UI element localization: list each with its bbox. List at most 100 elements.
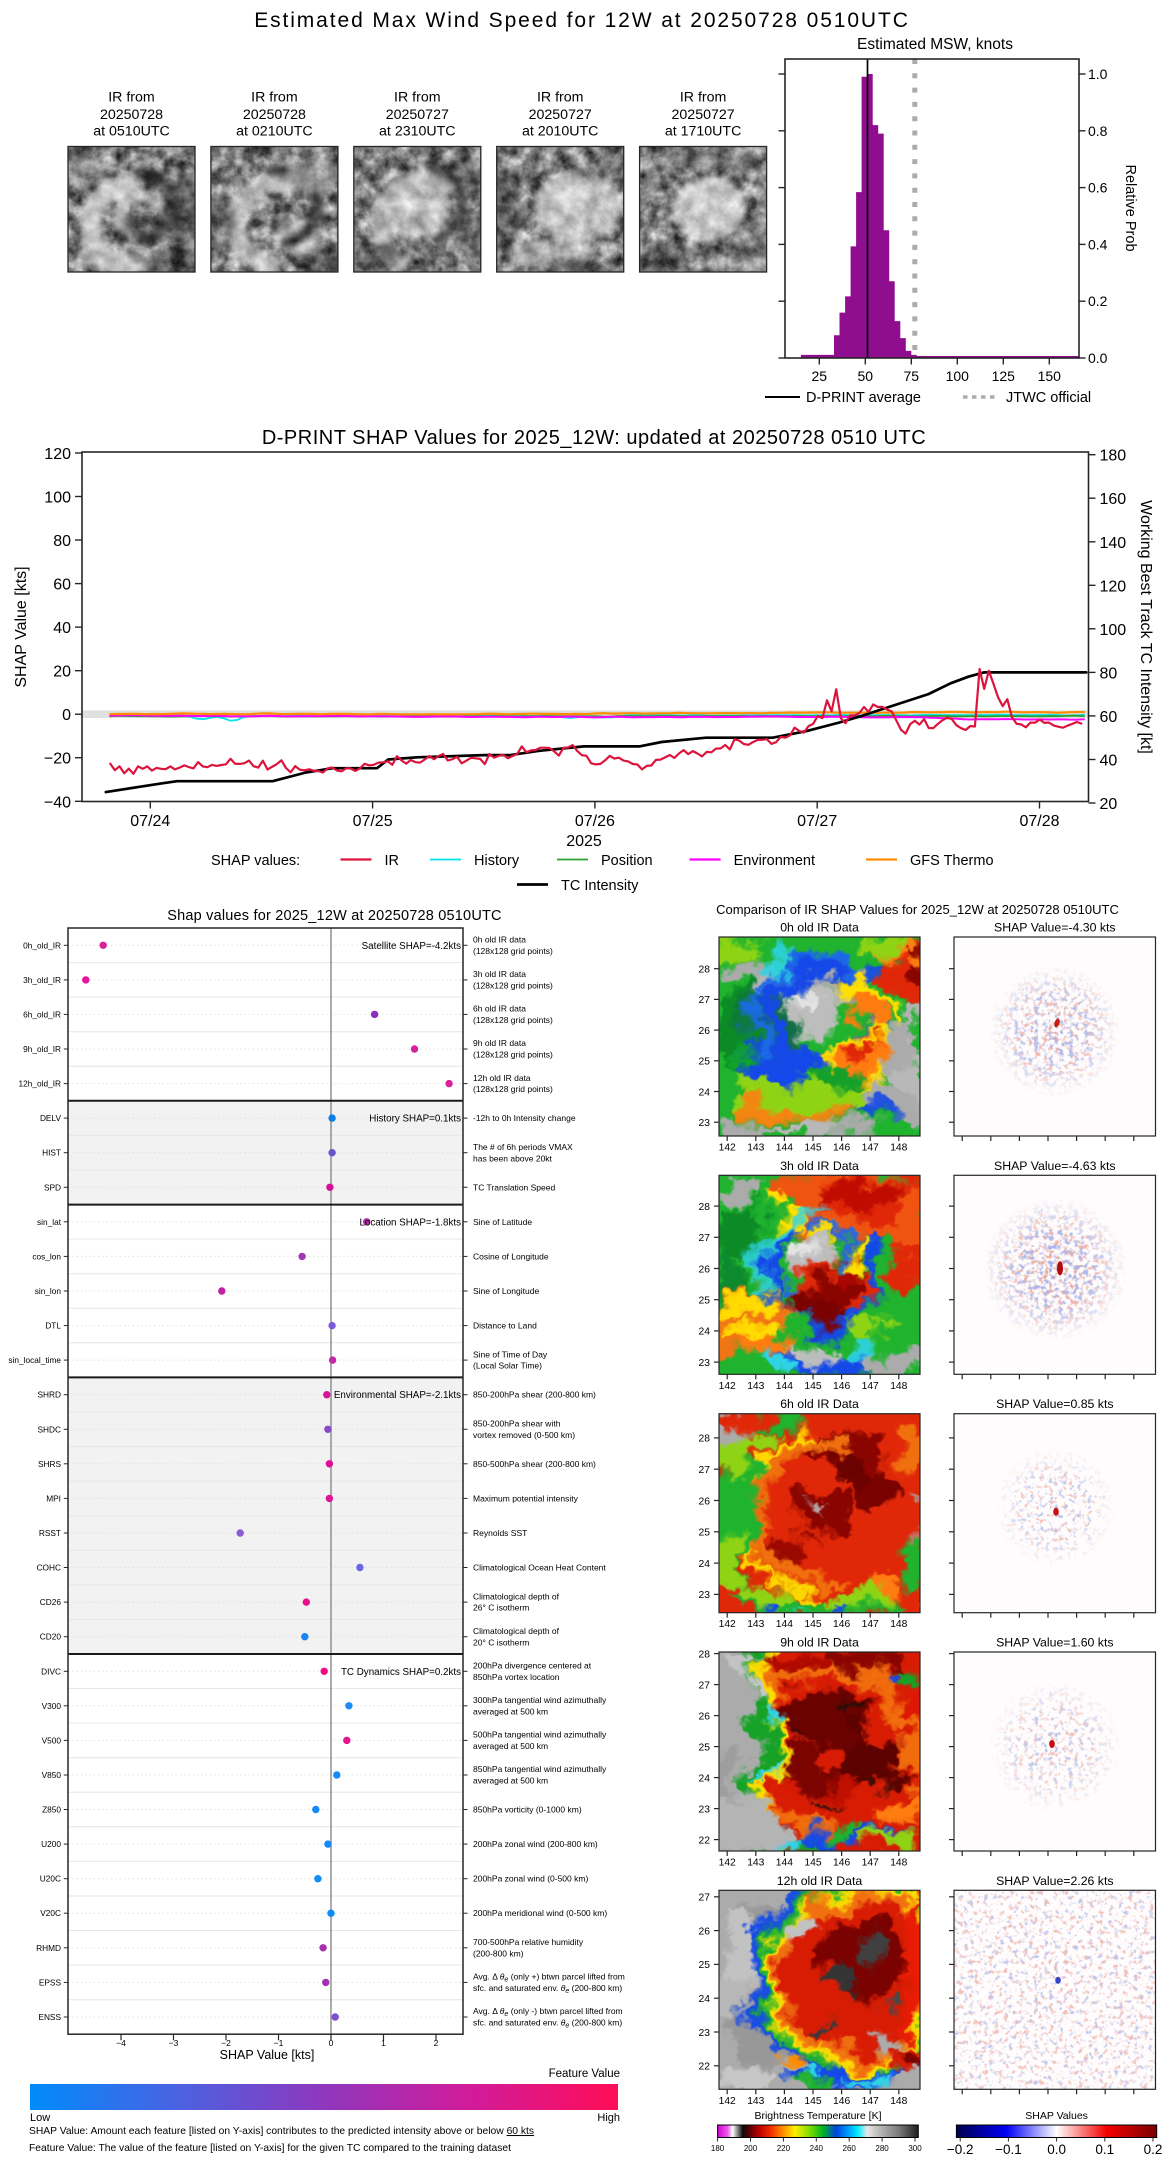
svg-text:EPSS: EPSS: [39, 1977, 62, 1987]
svg-text:148: 148: [890, 1381, 907, 1392]
svg-text:IR from: IR from: [537, 90, 584, 106]
svg-text:-12h to 0h Intensity change: -12h to 0h Intensity change: [473, 1113, 576, 1123]
svg-text:300: 300: [908, 2144, 922, 2153]
svg-text:26: 26: [699, 1496, 711, 1507]
svg-text:JTWC official: JTWC official: [1006, 390, 1091, 406]
svg-text:SHAP Value=-4.30 kts: SHAP Value=-4.30 kts: [994, 921, 1116, 935]
svg-text:V500: V500: [42, 1735, 62, 1745]
svg-text:200hPa zonal wind (0-500 km): 200hPa zonal wind (0-500 km): [473, 1874, 588, 1884]
svg-text:9h old IR data: 9h old IR data: [473, 1038, 526, 1048]
svg-text:07/24: 07/24: [130, 813, 170, 830]
svg-text:1.0: 1.0: [1088, 66, 1108, 82]
svg-text:CD20: CD20: [40, 1632, 62, 1642]
svg-text:240: 240: [810, 2144, 824, 2153]
svg-text:at 1710UTC: at 1710UTC: [665, 124, 742, 140]
svg-text:Maximum potential intensity: Maximum potential intensity: [473, 1493, 579, 1503]
svg-text:146: 146: [833, 1858, 850, 1869]
svg-text:Shap values for 2025_12W at 20: Shap values for 2025_12W at 20250728 051…: [167, 908, 501, 924]
svg-text:125: 125: [992, 368, 1016, 384]
svg-text:COHC: COHC: [37, 1563, 61, 1573]
svg-text:Z850: Z850: [42, 1805, 61, 1815]
svg-text:2: 2: [434, 2038, 439, 2048]
svg-text:40: 40: [53, 620, 71, 637]
svg-text:V300: V300: [42, 1701, 62, 1711]
svg-text:at 2310UTC: at 2310UTC: [379, 124, 456, 140]
svg-text:−0.1: −0.1: [995, 2142, 1022, 2157]
svg-text:RHMD: RHMD: [36, 1943, 61, 1953]
svg-text:07/25: 07/25: [353, 813, 393, 830]
svg-text:Location SHAP=-1.8kts: Location SHAP=-1.8kts: [359, 1217, 461, 1228]
svg-text:23: 23: [699, 1590, 711, 1601]
svg-text:D-PRINT average: D-PRINT average: [806, 390, 921, 406]
svg-text:160: 160: [1100, 491, 1127, 508]
svg-text:148: 148: [890, 1619, 907, 1630]
svg-text:25: 25: [699, 1960, 711, 1971]
svg-text:Environment: Environment: [734, 853, 815, 869]
svg-text:IR: IR: [385, 853, 400, 869]
svg-text:145: 145: [804, 1381, 821, 1392]
svg-text:180: 180: [711, 2144, 725, 2153]
svg-text:0.0: 0.0: [1047, 2142, 1066, 2157]
svg-text:Low: Low: [30, 2112, 50, 2124]
svg-text:147: 147: [862, 2096, 879, 2107]
svg-text:144: 144: [776, 1143, 793, 1154]
svg-text:24: 24: [699, 1773, 711, 1784]
svg-text:Feature Value: The value of th: Feature Value: The value of the feature …: [29, 2143, 511, 2154]
svg-text:DELV: DELV: [40, 1113, 62, 1123]
svg-text:143: 143: [747, 1858, 764, 1869]
svg-text:80: 80: [1100, 665, 1118, 682]
svg-text:142: 142: [719, 2096, 736, 2107]
svg-text:Brightness Temperature [K]: Brightness Temperature [K]: [754, 2110, 881, 2122]
svg-text:144: 144: [776, 1381, 793, 1392]
svg-text:2025: 2025: [566, 833, 602, 850]
svg-text:History SHAP=0.1kts: History SHAP=0.1kts: [369, 1114, 461, 1125]
svg-text:120: 120: [1100, 578, 1127, 595]
svg-text:(Local Solar Time): (Local Solar Time): [473, 1361, 542, 1371]
svg-text:1: 1: [381, 2038, 386, 2048]
svg-text:20: 20: [53, 664, 71, 681]
svg-text:averaged at 500 km: averaged at 500 km: [473, 1706, 548, 1716]
svg-text:22: 22: [699, 2062, 711, 2073]
svg-text:12h old IR data: 12h old IR data: [473, 1073, 531, 1083]
svg-text:6h old IR data: 6h old IR data: [473, 1004, 526, 1014]
svg-text:60: 60: [53, 577, 71, 594]
svg-text:60: 60: [1100, 709, 1118, 726]
svg-text:27: 27: [699, 1680, 711, 1691]
svg-text:Sine of Latitude: Sine of Latitude: [473, 1217, 532, 1227]
svg-text:23: 23: [699, 1804, 711, 1815]
svg-text:IR from: IR from: [394, 90, 441, 106]
svg-text:850hPa vorticity (0-1000 km): 850hPa vorticity (0-1000 km): [473, 1805, 582, 1815]
svg-text:80: 80: [53, 533, 71, 550]
svg-text:40: 40: [1100, 753, 1118, 770]
svg-text:23: 23: [699, 1118, 711, 1129]
svg-text:24: 24: [699, 1994, 711, 2005]
svg-text:147: 147: [862, 1143, 879, 1154]
svg-text:146: 146: [833, 2096, 850, 2107]
svg-text:3h old IR Data: 3h old IR Data: [780, 1159, 859, 1173]
svg-text:148: 148: [890, 1858, 907, 1869]
svg-text:SHAP Value [kts]: SHAP Value [kts]: [220, 2048, 315, 2062]
svg-text:150: 150: [1038, 368, 1062, 384]
svg-text:0.2: 0.2: [1088, 293, 1108, 309]
svg-text:SHDC: SHDC: [37, 1424, 61, 1434]
svg-text:20250728: 20250728: [243, 107, 306, 123]
svg-text:850-200hPa shear (200-800 km): 850-200hPa shear (200-800 km): [473, 1390, 596, 1400]
svg-text:TC Intensity: TC Intensity: [561, 878, 639, 894]
svg-text:27: 27: [699, 995, 711, 1006]
svg-text:20250727: 20250727: [386, 107, 449, 123]
svg-text:143: 143: [747, 1143, 764, 1154]
svg-text:144: 144: [776, 1619, 793, 1630]
svg-text:25: 25: [699, 1296, 711, 1307]
svg-text:HIST: HIST: [42, 1148, 61, 1158]
svg-text:28: 28: [699, 1202, 711, 1213]
svg-text:(128x128 grid points): (128x128 grid points): [473, 1050, 553, 1060]
svg-text:Reynolds SST: Reynolds SST: [473, 1528, 527, 1538]
svg-text:Climatological Ocean Heat Cont: Climatological Ocean Heat Content: [473, 1563, 606, 1573]
svg-text:at 2010UTC: at 2010UTC: [522, 124, 599, 140]
svg-text:Avg. Δ θe (only -) btwn parcel: Avg. Δ θe (only -) btwn parcel lifted fr…: [473, 2006, 623, 2018]
svg-text:143: 143: [747, 2096, 764, 2107]
svg-text:200hPa meridional wind (0-500: 200hPa meridional wind (0-500 km): [473, 1908, 607, 1918]
svg-text:145: 145: [804, 2096, 821, 2107]
svg-text:850hPa vortex location: 850hPa vortex location: [473, 1672, 560, 1682]
svg-text:Environmental SHAP=-2.1kts: Environmental SHAP=-2.1kts: [334, 1390, 461, 1401]
